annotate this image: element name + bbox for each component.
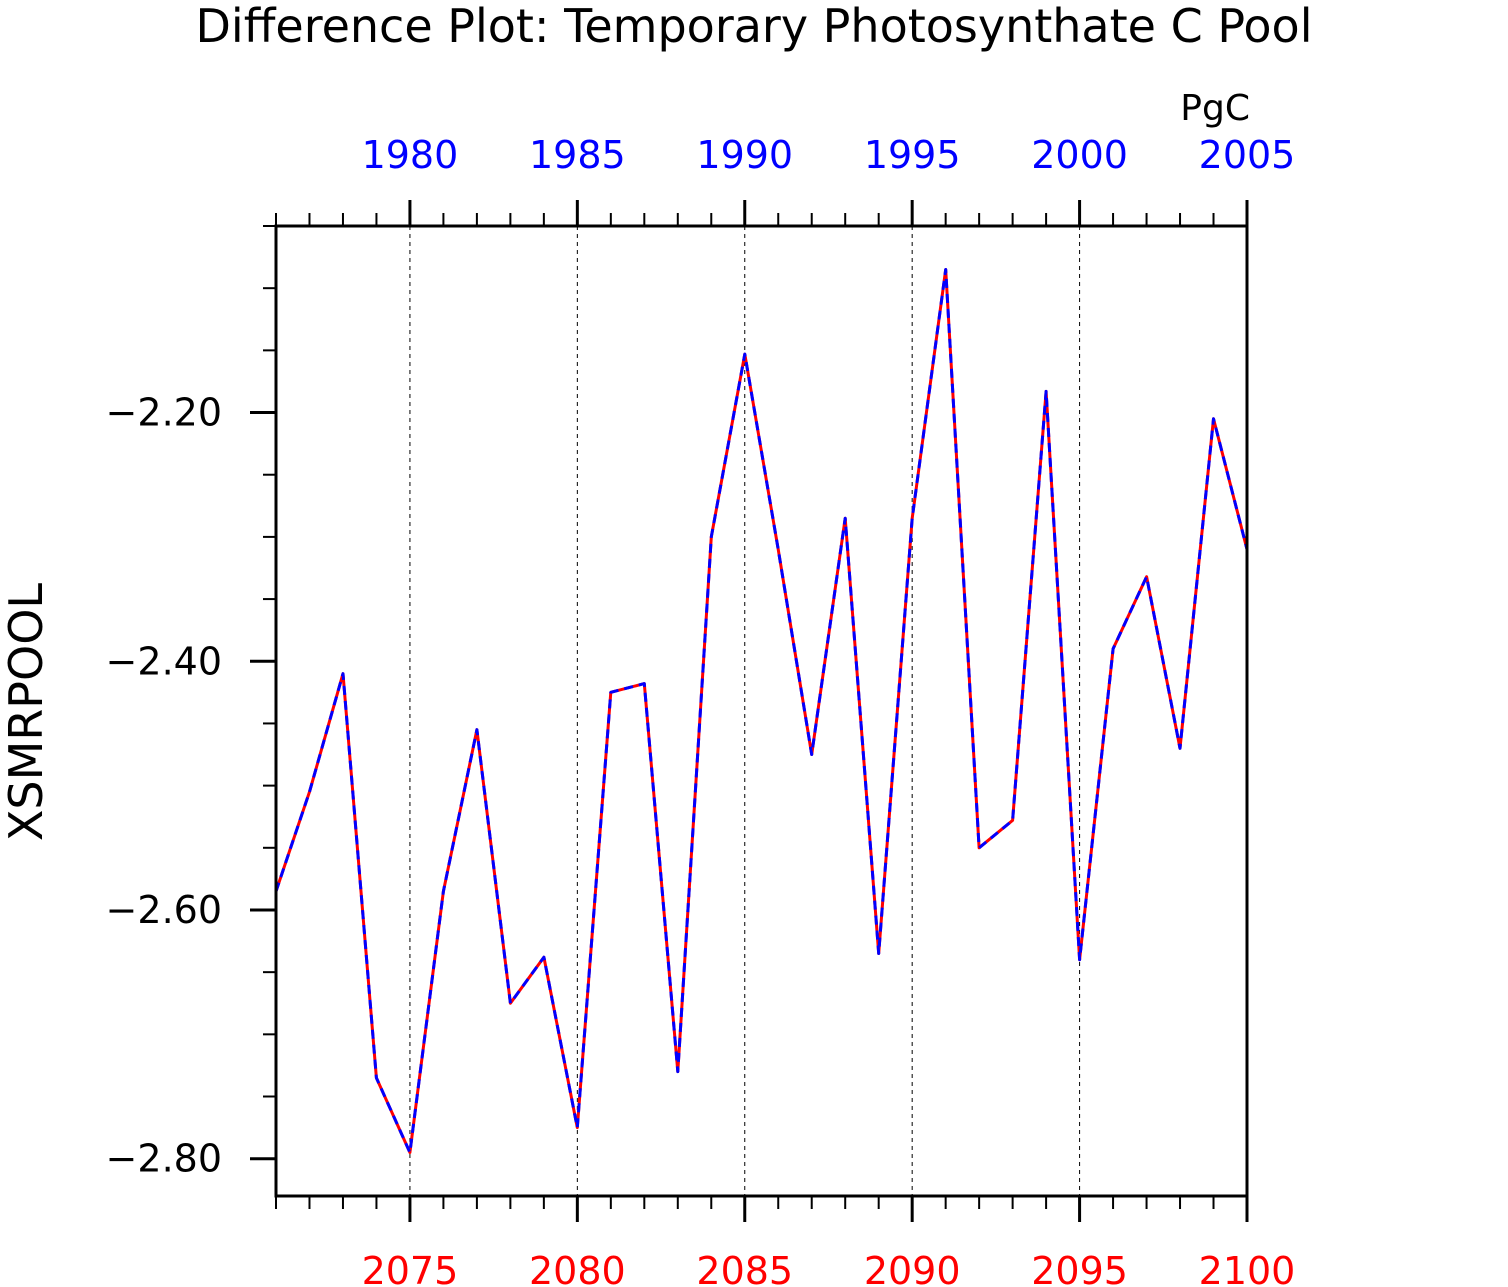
bottom-tick-label-2100: 2100 bbox=[1199, 1249, 1296, 1287]
top-tick-label-2000: 2000 bbox=[1031, 133, 1128, 177]
top-tick-label-1980: 1980 bbox=[362, 133, 459, 177]
chart-title: Difference Plot: Temporary Photosynthate… bbox=[196, 0, 1313, 53]
series-line-2 bbox=[274, 268, 1249, 1154]
bottom-tick-label-2080: 2080 bbox=[529, 1249, 626, 1287]
units-label: PgC bbox=[1180, 88, 1250, 129]
series-line-1 bbox=[274, 268, 1249, 1154]
top-tick-label-1995: 1995 bbox=[864, 133, 961, 177]
top-axis: 1980 1985 1990 1995 2000 2005 bbox=[275, 133, 1296, 226]
bottom-tick-label-2090: 2090 bbox=[864, 1249, 961, 1287]
left-tick-label-3: −2.80 bbox=[106, 1137, 222, 1181]
left-tick-label-1: −2.40 bbox=[106, 639, 222, 683]
left-tick-label-2: −2.60 bbox=[106, 888, 222, 932]
bottom-axis: 2075 2080 2085 2090 2095 2100 bbox=[275, 1196, 1296, 1287]
plot-frame bbox=[274, 224, 1249, 1198]
bottom-tick-label-2095: 2095 bbox=[1031, 1249, 1128, 1287]
bottom-tick-label-2075: 2075 bbox=[362, 1249, 459, 1287]
left-tick-label-0: −2.20 bbox=[106, 391, 222, 435]
top-tick-label-1990: 1990 bbox=[696, 133, 793, 177]
bottom-tick-label-2085: 2085 bbox=[696, 1249, 793, 1287]
left-axis: −2.20 −2.40 −2.60 −2.80 bbox=[106, 225, 276, 1181]
top-tick-label-2005: 2005 bbox=[1199, 133, 1296, 177]
series-layer bbox=[274, 268, 1249, 1154]
top-tick-label-1985: 1985 bbox=[529, 133, 626, 177]
grid-lines bbox=[409, 226, 1081, 1196]
y-axis-label: XSMRPOOL bbox=[0, 583, 53, 842]
